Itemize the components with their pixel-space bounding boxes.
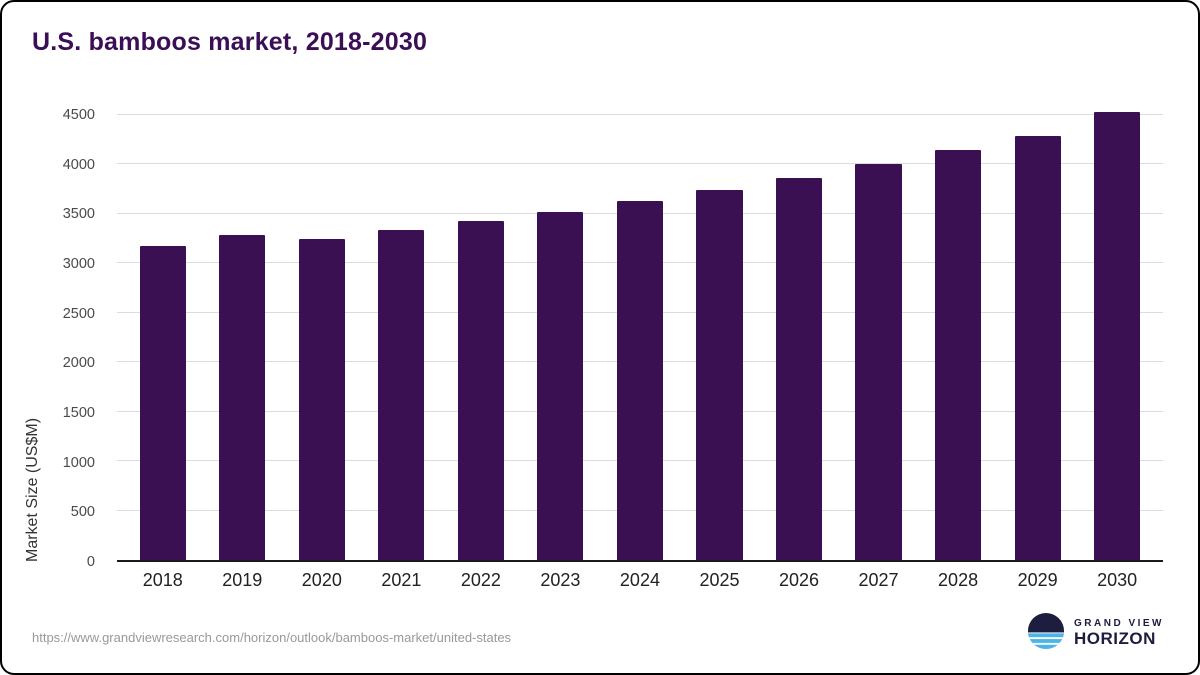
y-tick-label: 2000 — [62, 355, 95, 372]
bar-slot — [362, 102, 442, 560]
x-tick-label: 2029 — [1017, 570, 1058, 590]
bar-2028 — [935, 150, 982, 560]
source-url: https://www.grandviewresearch.com/horizo… — [32, 630, 512, 645]
bar-slot — [203, 102, 283, 560]
x-tick-label: 2030 — [1097, 570, 1138, 590]
bar-2018 — [139, 246, 186, 560]
bar-slot — [123, 102, 203, 560]
x-tick-label: 2024 — [619, 570, 660, 590]
chart-title: U.S. bamboos market, 2018-2030 — [32, 28, 428, 56]
bar-2021 — [378, 229, 425, 560]
x-tick-label: 2028 — [938, 570, 979, 590]
y-tick-label: 4500 — [62, 106, 95, 123]
y-tick-label: 4000 — [62, 156, 95, 173]
plot-area — [117, 102, 1163, 562]
bar-2029 — [1014, 135, 1061, 560]
bar-2030 — [1094, 111, 1141, 560]
y-tick-label: 0 — [86, 554, 95, 570]
bar-2026 — [775, 178, 823, 560]
horizon-globe-icon — [1027, 612, 1065, 655]
logo-text-top: GRAND VIEW — [1074, 617, 1164, 629]
x-tick-label: 2023 — [540, 570, 581, 590]
bar-2020 — [298, 238, 345, 560]
bars — [117, 102, 1163, 560]
bar-slot — [839, 102, 919, 560]
bar-2019 — [219, 234, 266, 560]
x-tick-label: 2019 — [222, 570, 263, 590]
x-tick-label: 2021 — [381, 570, 422, 590]
bar-slot — [759, 102, 839, 560]
y-tick-label: 3500 — [62, 206, 95, 223]
bar-slot — [998, 102, 1078, 560]
bar-2025 — [696, 190, 743, 560]
y-tick-label: 2500 — [62, 305, 95, 322]
x-tick-label: 2027 — [858, 570, 899, 590]
x-tick-label: 2026 — [778, 570, 820, 590]
bar-2022 — [457, 220, 504, 560]
y-tick-label: 1000 — [62, 454, 95, 471]
gridline — [117, 163, 1163, 165]
y-tick-label: 500 — [70, 504, 95, 521]
brand-logo: GRAND VIEW HORIZON — [1027, 612, 1164, 655]
bar-2024 — [616, 200, 664, 560]
x-tick-label: 2018 — [142, 570, 183, 590]
logo-text: GRAND VIEW HORIZON — [1074, 618, 1164, 649]
bar-slot — [680, 102, 760, 560]
bar-slot — [600, 102, 680, 560]
bar-slot — [1077, 102, 1157, 560]
y-tick-labels: 0 500 1000 1500 2000 2500 3000 3500 4000 4500 — [2, 102, 107, 570]
bar-2023 — [537, 211, 584, 560]
bar-slot — [918, 102, 998, 560]
x-tick-label: 2020 — [301, 570, 342, 590]
x-tick-label: 2022 — [460, 570, 501, 590]
x-labels: 2018 2019 2020 2021 2022 2023 2024 2025 2026 2027… — [117, 570, 1163, 591]
gridline — [117, 113, 1163, 115]
y-tick-label: 1500 — [62, 404, 95, 421]
bar-slot — [441, 102, 521, 560]
x-tick-label: 2025 — [699, 570, 740, 590]
bar-2027 — [855, 164, 902, 560]
logo-text-bottom: HORIZON — [1074, 629, 1156, 649]
bar-slot — [521, 102, 601, 560]
y-tick-label: 3000 — [62, 255, 95, 272]
bar-slot — [282, 102, 362, 560]
